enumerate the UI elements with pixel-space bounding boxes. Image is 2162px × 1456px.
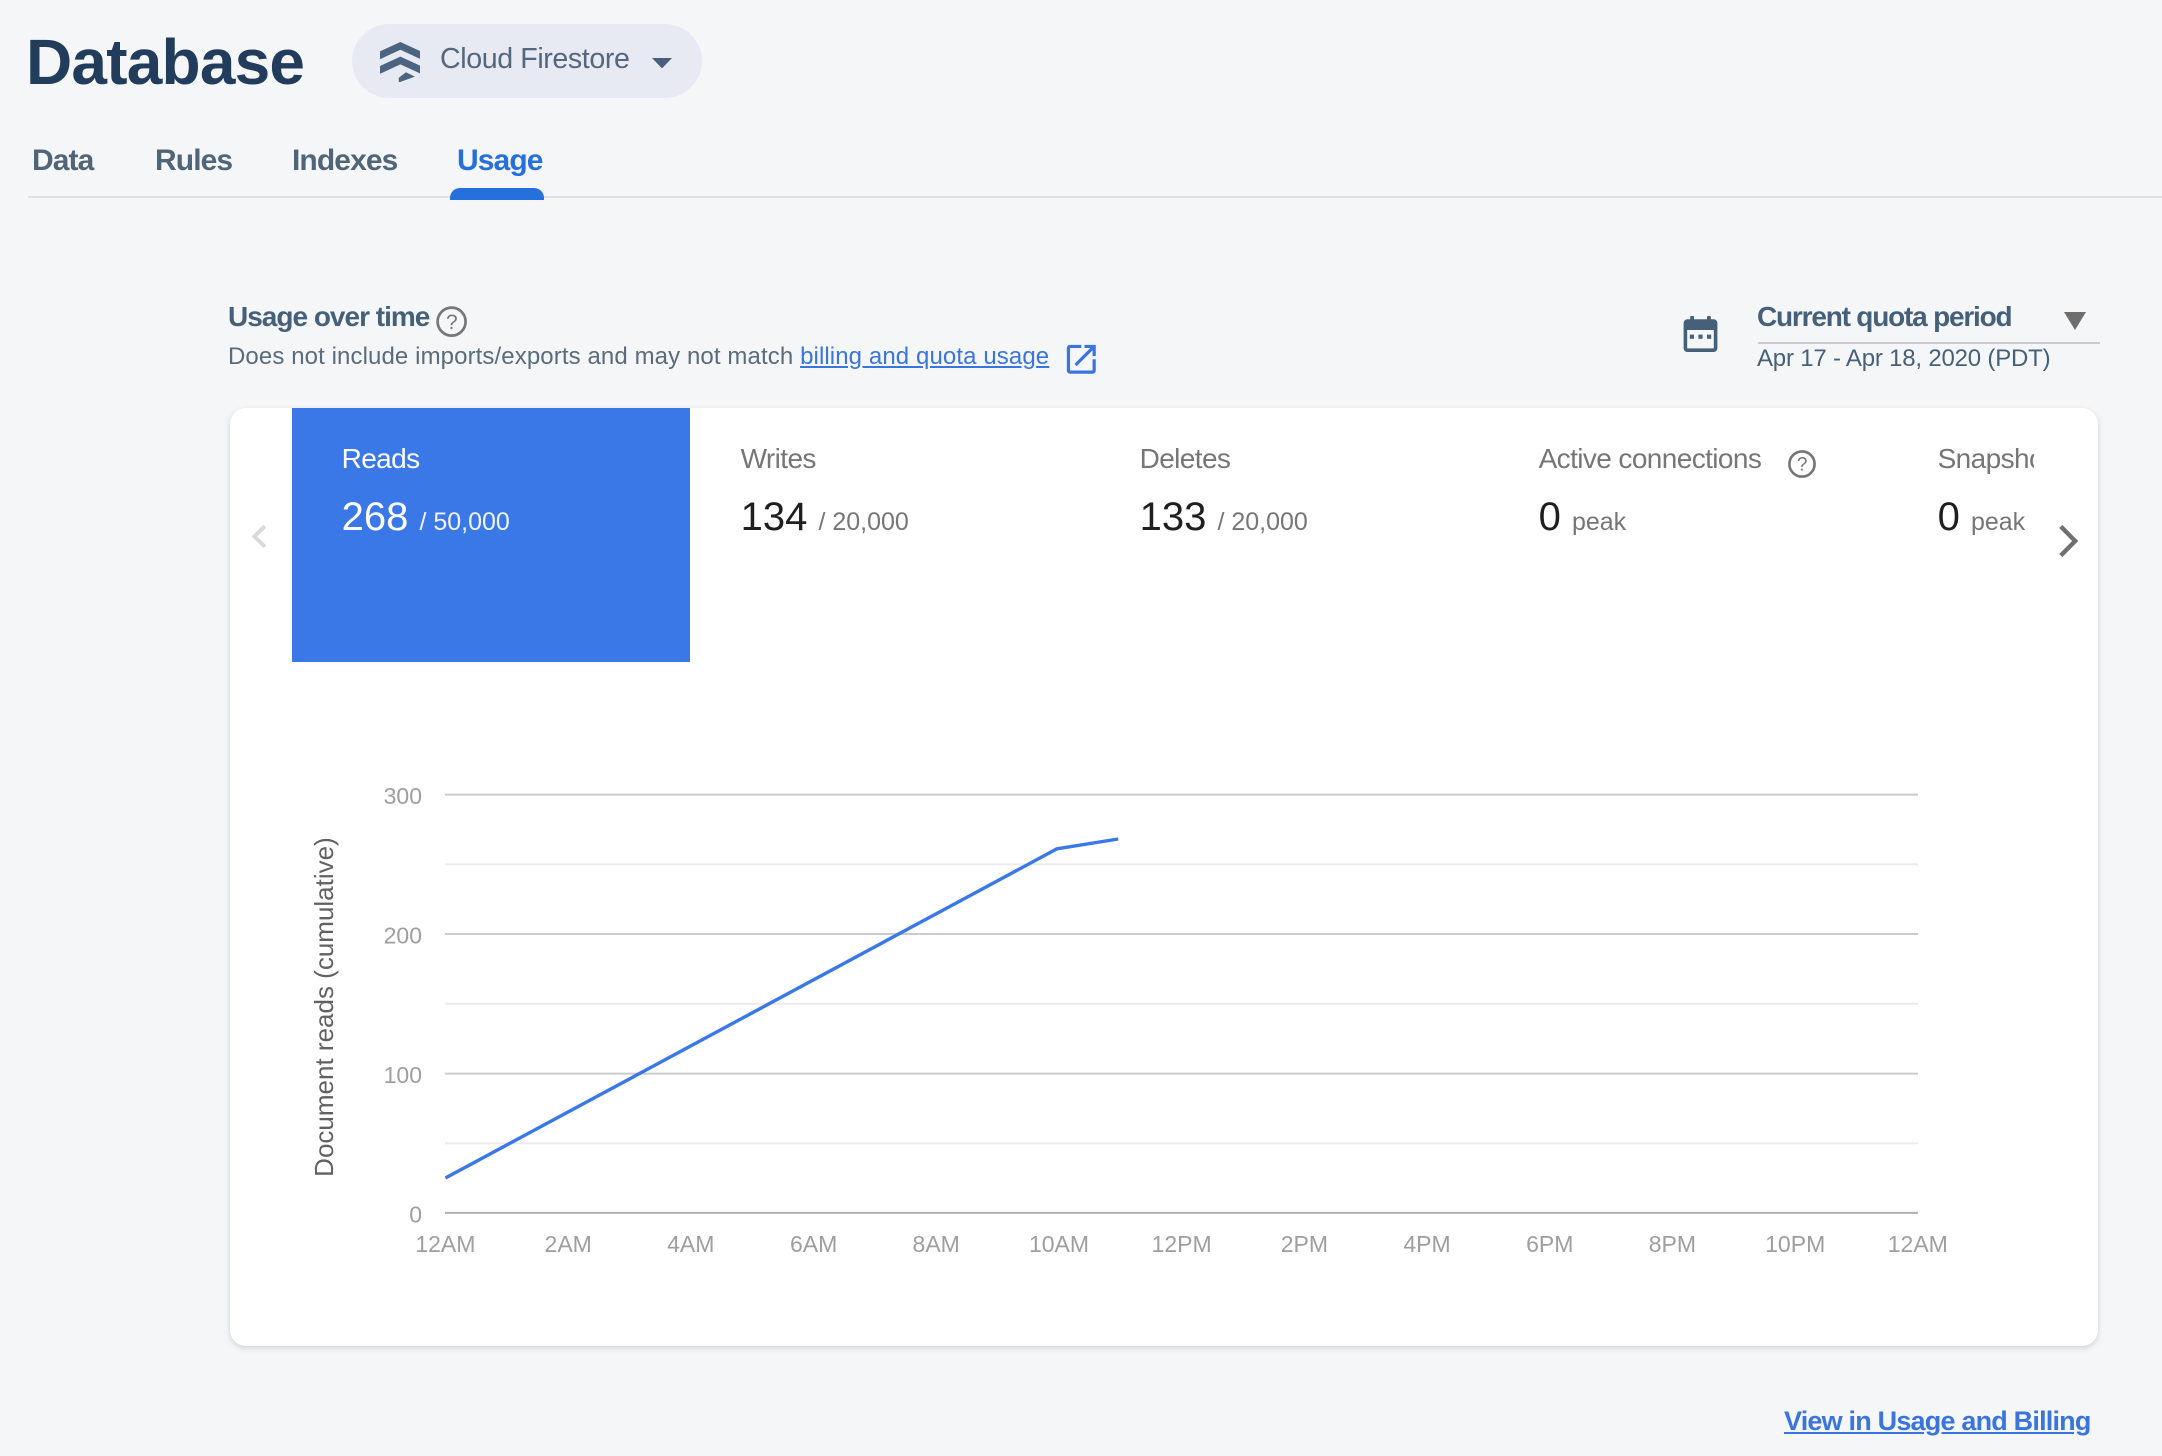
svg-text:10PM: 10PM (1764, 1231, 1824, 1257)
svg-text:12AM: 12AM (1887, 1231, 1947, 1257)
svg-text:?: ? (446, 311, 458, 334)
svg-text:200: 200 (383, 922, 421, 948)
svg-text:?: ? (1798, 454, 1809, 475)
svg-text:8AM: 8AM (912, 1231, 959, 1257)
svg-text:6PM: 6PM (1525, 1231, 1572, 1257)
svg-text:100: 100 (383, 1062, 421, 1088)
svg-text:4AM: 4AM (666, 1231, 713, 1257)
svg-text:8PM: 8PM (1648, 1231, 1695, 1257)
svg-text:300: 300 (383, 783, 421, 809)
svg-text:12AM: 12AM (414, 1231, 474, 1257)
svg-text:4PM: 4PM (1402, 1231, 1449, 1257)
svg-text:2PM: 2PM (1280, 1231, 1327, 1257)
svg-text:12PM: 12PM (1151, 1231, 1211, 1257)
svg-text:2AM: 2AM (544, 1231, 591, 1257)
svg-text:6AM: 6AM (789, 1231, 836, 1257)
svg-text:10AM: 10AM (1028, 1231, 1088, 1257)
svg-text:0: 0 (408, 1201, 421, 1227)
